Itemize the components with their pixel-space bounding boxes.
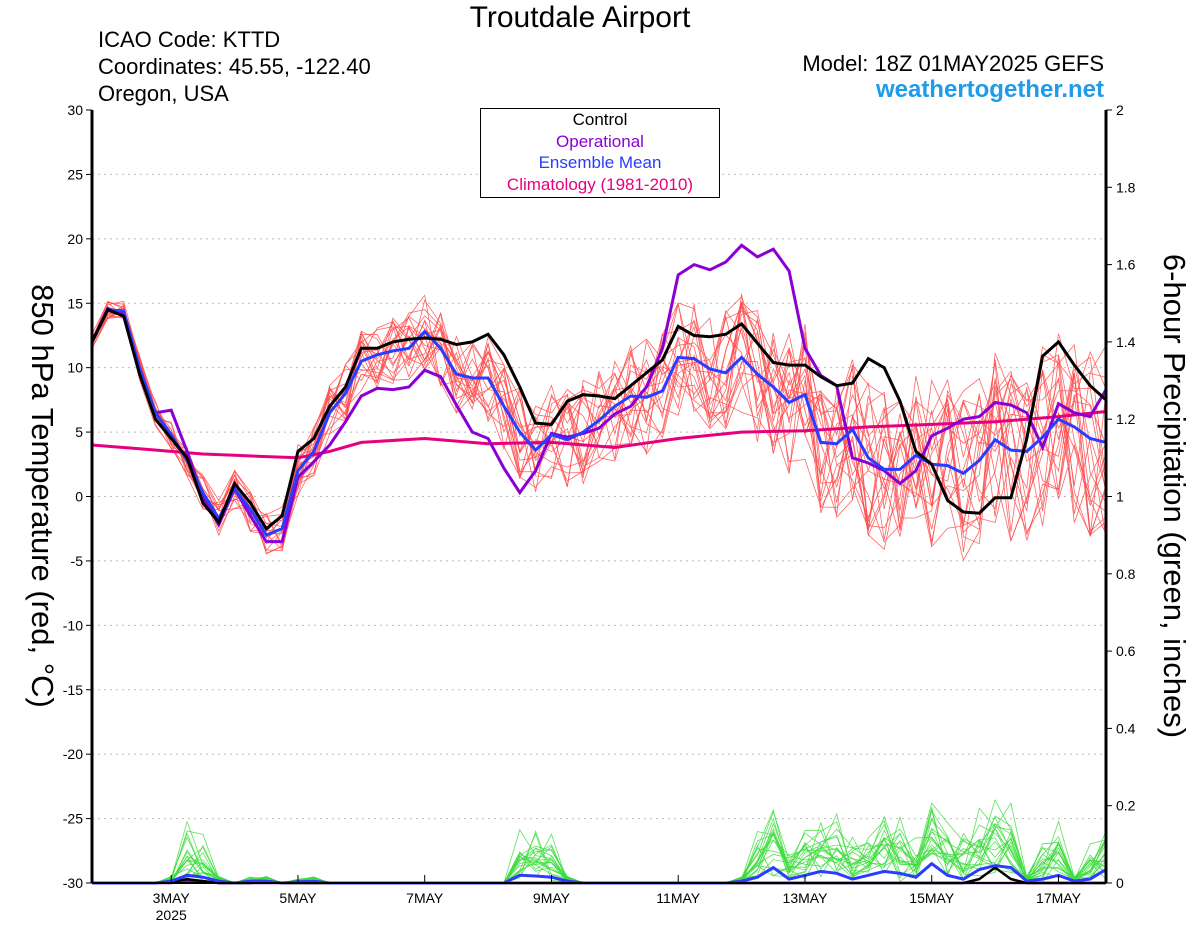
y-left-tick-label: -30 (63, 875, 83, 891)
temperature-member-line (91, 296, 1107, 552)
y-right-tick-label: 0.2 (1116, 798, 1136, 814)
legend-entry-climatology: Climatology (1981-2010) (506, 174, 694, 194)
icao-code: ICAO Code: KTTD (98, 27, 281, 52)
precipitation-member-line (92, 802, 1107, 884)
grid (92, 173, 1106, 820)
coordinates: Coordinates: 45.55, -122.40 (98, 54, 371, 79)
x-tick-label: 13MAY (783, 890, 829, 906)
y-left-tick-label: -25 (63, 811, 83, 827)
x-tick-label: 7MAY (406, 890, 444, 906)
precipitation-member-line (92, 807, 1107, 884)
precipitation-member-line (92, 807, 1107, 884)
site-link[interactable]: weathertogether.net (875, 76, 1104, 103)
chart-title: Troutdale Airport (469, 1, 691, 34)
x-tick-label: 15MAY (909, 890, 955, 906)
y-left-tick-label: 5 (75, 424, 83, 440)
y-left-tick-label: 10 (67, 360, 83, 376)
x-tick-label: 3MAY (153, 890, 191, 906)
y-right-tick-label: 1 (1116, 489, 1124, 505)
y-axis-label-left: 850 hPa Temperature (red, °C) (25, 284, 60, 708)
precipitation-member-line (92, 815, 1107, 884)
y-left-tick-label: 20 (67, 231, 83, 247)
climatology-line (91, 410, 1107, 460)
chart-legend: Control Operational Ensemble Mean Climat… (480, 108, 720, 198)
precipitation-member-line (92, 828, 1107, 884)
y-right-tick-label: 0.6 (1116, 643, 1136, 659)
precipitation-member-line (92, 828, 1107, 884)
y-left-tick-label: -5 (71, 553, 84, 569)
precipitation-member-line (92, 809, 1107, 884)
y-axis-label-right: 6-hour Precipitation (green, inches) (1157, 254, 1192, 738)
axes (86, 109, 1112, 884)
y-right-tick-label: 0.8 (1116, 566, 1136, 582)
location: Oregon, USA (98, 81, 229, 106)
y-right-tick-label: 1.8 (1116, 179, 1136, 195)
y-right-tick-label: 2 (1116, 102, 1124, 118)
precipitation-member-line (92, 809, 1107, 884)
x-tick-label: 5MAY (279, 890, 317, 906)
y-left-tick-label: -20 (63, 746, 83, 762)
legend-entry-operational: Operational (556, 131, 644, 151)
x-tick-label: 9MAY (533, 890, 571, 906)
x-tick-label: 11MAY (656, 890, 700, 906)
tick-labels: 302520151050-5-10-15-20-25-3021.81.61.41… (63, 102, 1136, 923)
legend-entry-ensemble-mean: Ensemble Mean (538, 153, 662, 172)
y-left-tick-label: 30 (67, 102, 83, 118)
y-left-tick-label: -15 (63, 682, 83, 698)
model-run: Model: 18Z 01MAY2025 GEFS (802, 51, 1104, 76)
y-right-tick-label: 1.6 (1116, 257, 1136, 273)
y-right-tick-label: 1.4 (1116, 334, 1136, 350)
y-right-tick-label: 0 (1116, 875, 1124, 891)
y-right-tick-label: 0.4 (1116, 720, 1136, 736)
precipitation-member-line (92, 802, 1107, 884)
precipitation-member-line (92, 798, 1107, 884)
y-left-tick-label: 0 (75, 489, 83, 505)
x-tick-sublabel: 2025 (156, 907, 187, 923)
main-series (90, 243, 1108, 885)
precipitation-ensemble-members (92, 798, 1107, 884)
precipitation-member-line (92, 812, 1107, 884)
operational-line (90, 243, 1108, 544)
control-line (90, 307, 1108, 531)
y-left-tick-label: -10 (63, 617, 83, 633)
legend-entry-control: Control (572, 110, 628, 129)
y-right-tick-label: 1.2 (1116, 411, 1136, 427)
ensemble-mean-line (90, 308, 1107, 537)
y-left-tick-label: 25 (67, 166, 83, 182)
y-left-tick-label: 15 (67, 295, 83, 311)
x-tick-label: 17MAY (1036, 890, 1082, 906)
